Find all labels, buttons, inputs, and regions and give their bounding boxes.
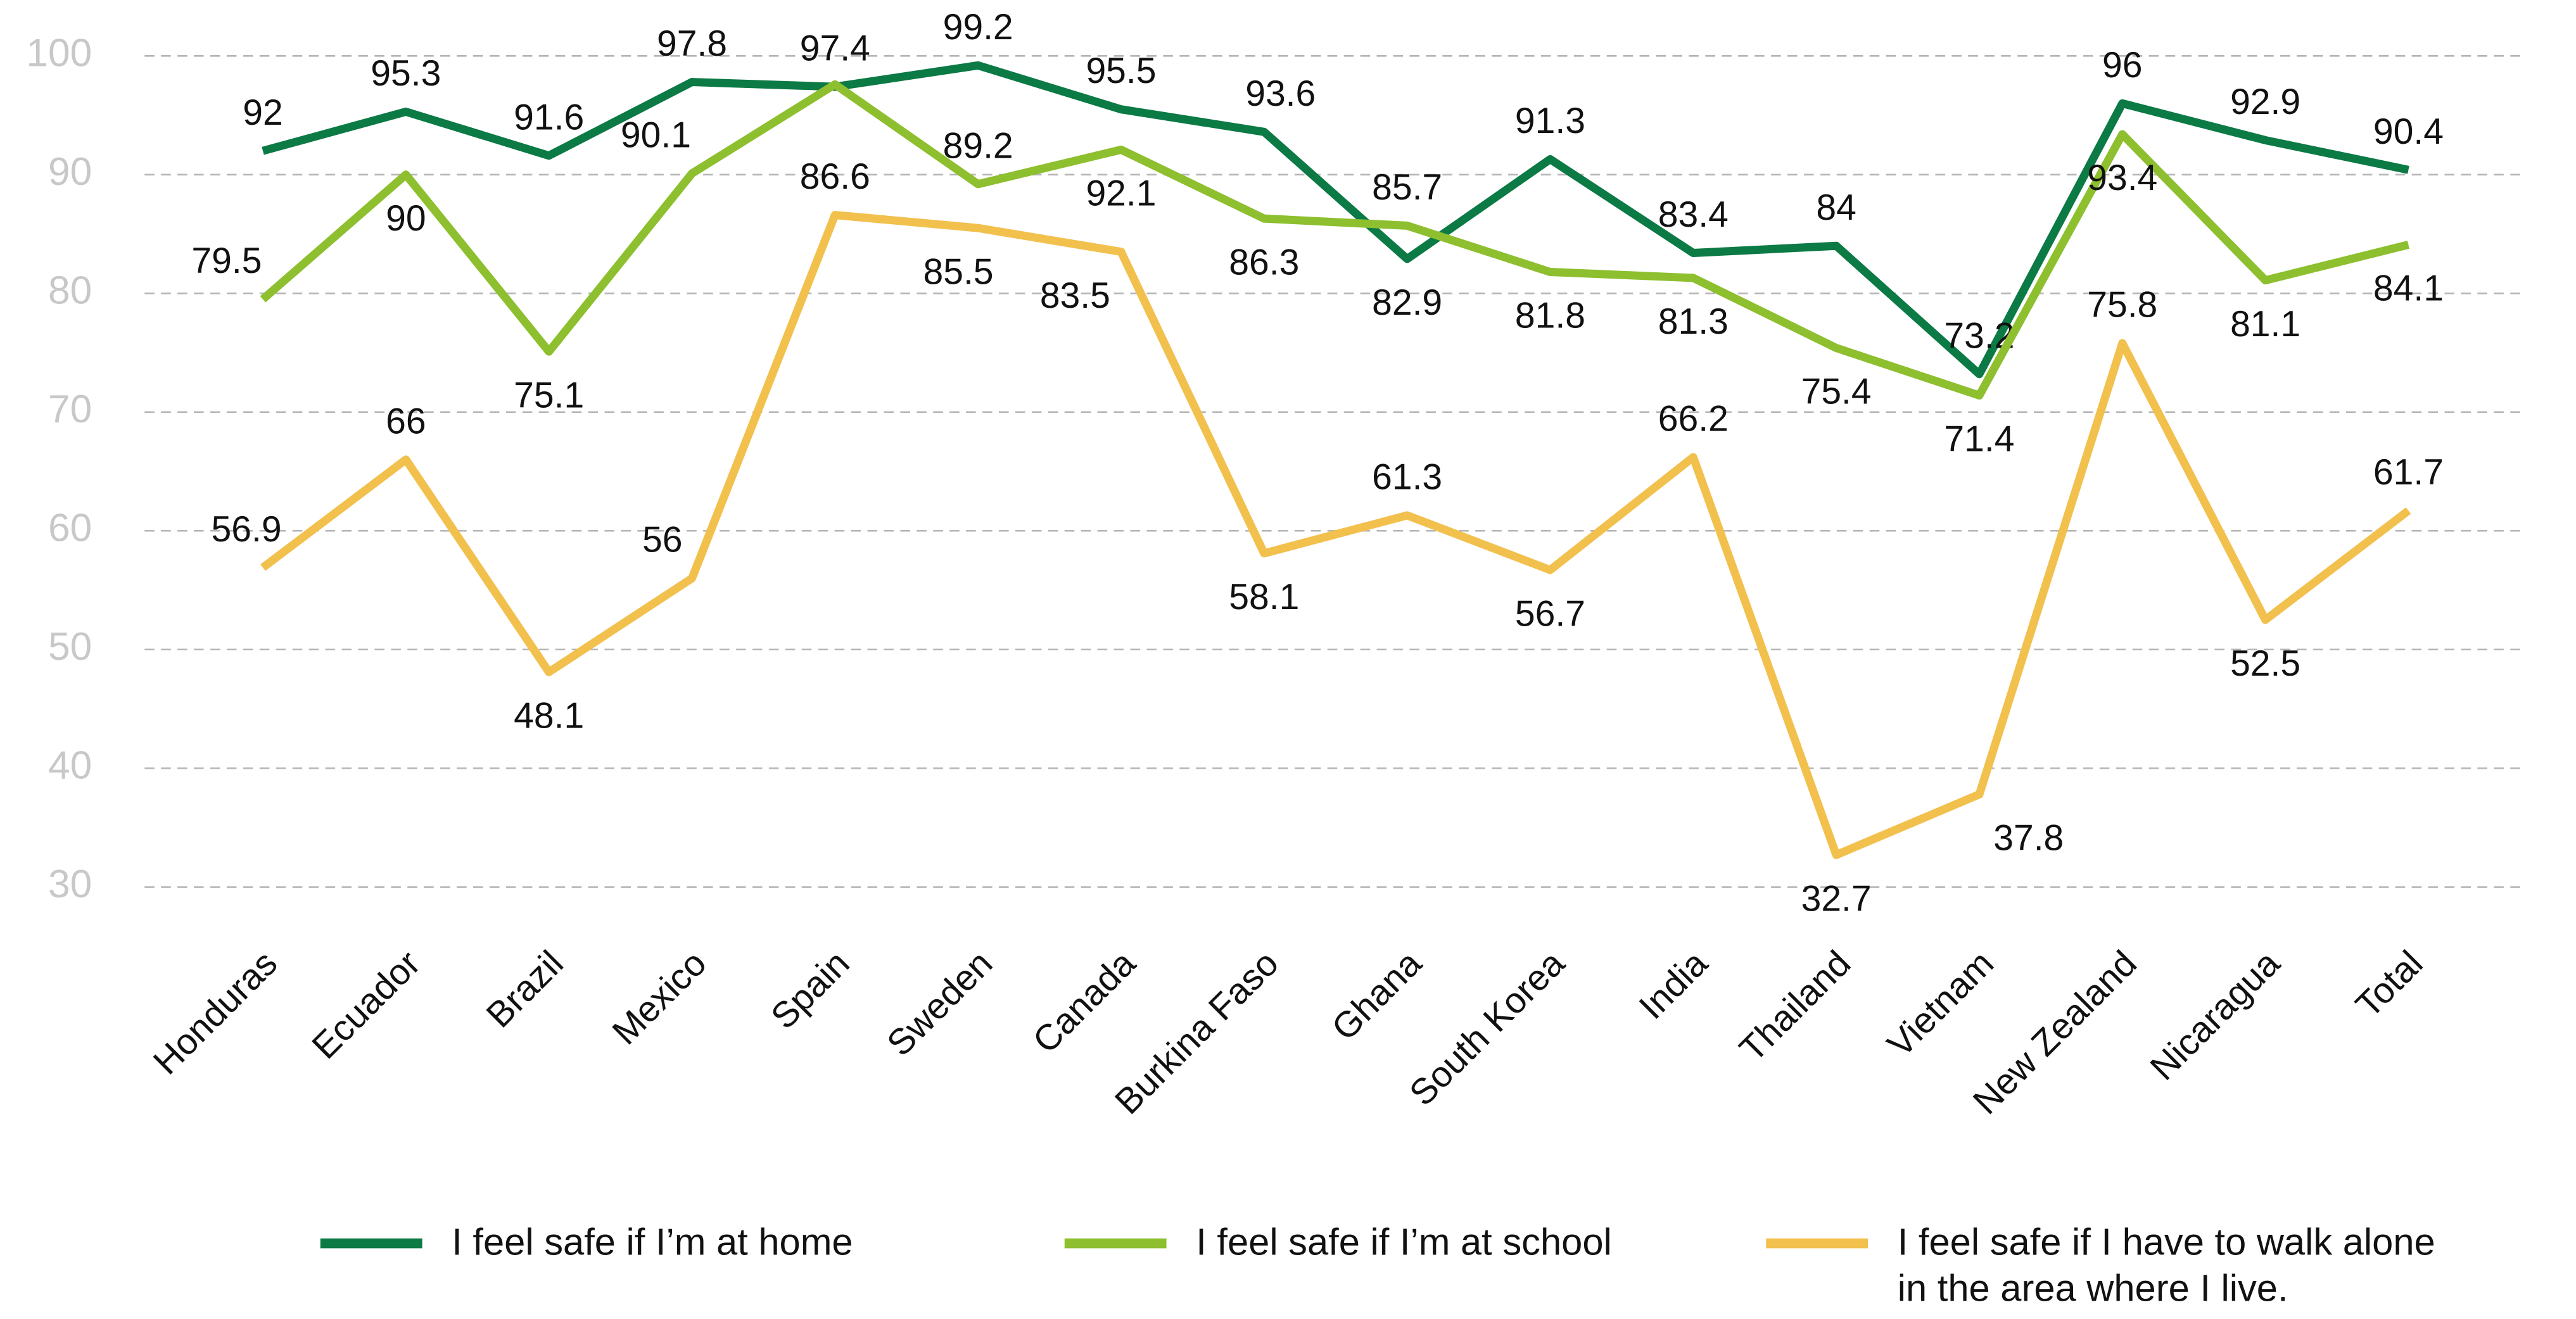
y-tick-label: 100	[26, 32, 92, 75]
series-line	[262, 61, 2409, 379]
x-tick-label: India	[1632, 943, 1716, 1027]
y-tick-label: 90	[48, 150, 92, 194]
y-tick-label: 50	[48, 625, 92, 669]
legend-label: I feel safe if I’m at home	[452, 1220, 853, 1263]
legend-label: I feel safe if I’m at school	[1196, 1220, 1612, 1263]
data-label: 82.9	[1372, 282, 1442, 323]
data-label: 58.1	[1229, 577, 1299, 617]
y-tick-label: 70	[48, 388, 92, 431]
data-label: 81.3	[1658, 301, 1729, 342]
data-label: 75.1	[514, 375, 584, 415]
x-tick-label: Canada	[1025, 943, 1144, 1061]
data-label: 99.2	[943, 7, 1013, 47]
y-tick-label: 80	[48, 269, 92, 313]
x-tick-label: Brazil	[479, 943, 571, 1035]
data-label: 92.9	[2230, 82, 2300, 122]
x-tick-label: South Korea	[1402, 943, 1573, 1114]
y-tick-label: 40	[48, 744, 92, 788]
data-label: 37.8	[1993, 818, 2064, 859]
data-label: 81.1	[2230, 304, 2300, 344]
x-tick-label: Sweden	[879, 943, 1000, 1064]
data-label: 66.2	[1658, 399, 1729, 439]
data-label: 95.5	[1086, 51, 1156, 91]
x-tick-label: Ecuador	[304, 943, 428, 1067]
data-label: 56.7	[1515, 593, 1585, 634]
data-label: 48.1	[514, 696, 584, 736]
legend-label: I feel safe if I have to walk alone in t…	[1897, 1220, 2435, 1310]
x-tick-label: Vietnam	[1880, 943, 2002, 1065]
data-label: 91.6	[514, 97, 584, 137]
data-label: 61.7	[2373, 452, 2444, 493]
data-label: 86.3	[1229, 242, 1299, 282]
data-label: 90.4	[2373, 111, 2444, 152]
series-line	[260, 211, 2411, 859]
x-tick-label: Ghana	[1324, 943, 1430, 1049]
data-label: 71.4	[1944, 419, 2014, 460]
data-label: 32.7	[1801, 878, 1872, 919]
data-label: 83.5	[1040, 275, 1110, 316]
data-label: 96	[2102, 45, 2142, 85]
data-label: 86.6	[800, 156, 870, 197]
series-line	[260, 80, 2410, 400]
x-tick-label: Honduras	[146, 943, 285, 1082]
x-tick-label: Mexico	[605, 943, 714, 1052]
data-label: 93.6	[1245, 73, 1316, 114]
data-label: 56	[642, 520, 682, 560]
data-label: 97.8	[657, 23, 727, 64]
data-label: 85.7	[1372, 167, 1442, 208]
data-label: 89.2	[943, 125, 1013, 166]
data-label: 84.1	[2373, 268, 2444, 309]
data-label: 92.1	[1086, 174, 1156, 214]
x-tick-label: Spain	[763, 943, 857, 1037]
data-label: 66	[386, 401, 426, 441]
x-tick-label: Nicaragua	[2143, 943, 2288, 1088]
x-tick-label: Thailand	[1732, 943, 1858, 1070]
data-label: 56.9	[212, 509, 282, 550]
data-label: 90.1	[621, 115, 691, 155]
data-label: 93.4	[2087, 158, 2157, 198]
y-tick-label: 60	[48, 507, 92, 550]
data-label: 91.3	[1515, 101, 1585, 141]
data-label: 85.5	[923, 251, 994, 292]
legend-item: I feel safe if I’m at home	[452, 1220, 853, 1263]
x-tick-label: Total	[2348, 943, 2430, 1025]
data-label: 95.3	[371, 53, 441, 94]
data-label: 52.5	[2230, 643, 2300, 684]
data-label: 83.4	[1658, 194, 1729, 235]
data-label: 92	[243, 92, 282, 133]
data-label: 81.8	[1515, 296, 1585, 336]
data-label: 97.4	[800, 28, 870, 69]
legend-item: I feel safe if I have to walk alone in t…	[1897, 1220, 2435, 1310]
data-label: 75.8	[2087, 285, 2157, 325]
data-label: 90	[386, 198, 426, 239]
legend-item: I feel safe if I’m at school	[1196, 1220, 1612, 1263]
data-label: 79.5	[191, 241, 262, 281]
data-label: 61.3	[1372, 457, 1442, 497]
data-label: 84	[1816, 187, 1856, 228]
y-tick-label: 30	[48, 862, 92, 906]
data-label: 75.4	[1801, 372, 1872, 412]
